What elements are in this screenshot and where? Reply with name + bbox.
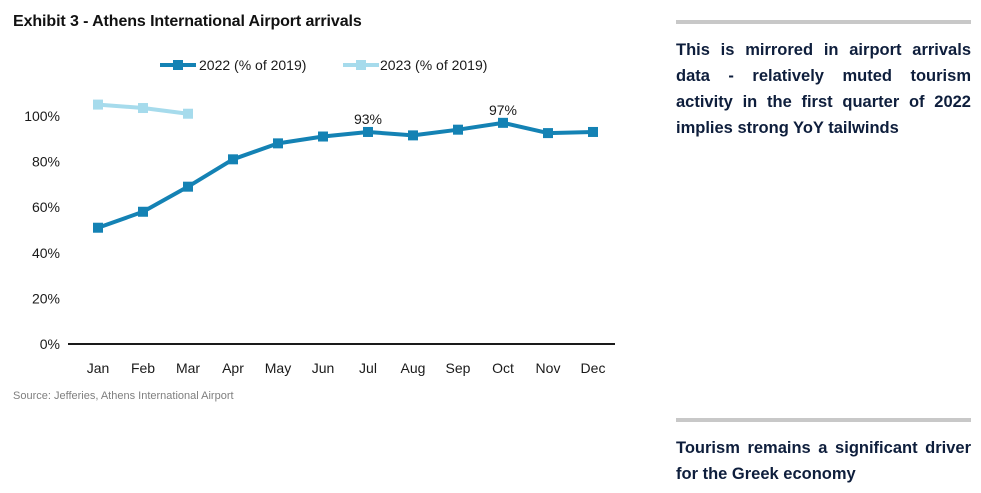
sidebar-heading: Tourism remains a significant driver for… xyxy=(676,439,971,483)
sidebar-commentary: This is mirrored in airport arrivals dat… xyxy=(676,41,971,137)
data-point-2022 xyxy=(453,124,463,135)
data-point-2022 xyxy=(588,126,598,137)
data-point-2023 xyxy=(93,99,103,110)
data-point-2022 xyxy=(543,128,553,139)
source-note: Source: Jefferies, Athens International … xyxy=(13,390,234,402)
x-tick-label: Feb xyxy=(131,360,155,376)
y-tick-label: 20% xyxy=(32,290,60,306)
y-tick-label: 40% xyxy=(32,245,60,261)
legend-marker xyxy=(356,60,366,70)
x-tick-label: Mar xyxy=(176,360,200,376)
y-tick-label: 80% xyxy=(32,154,60,170)
data-point-2023 xyxy=(183,108,193,119)
y-tick-label: 0% xyxy=(40,336,60,352)
data-point-2022 xyxy=(93,222,103,233)
sidebar-bottom-rule xyxy=(676,418,971,422)
legend-label: 2022 (% of 2019) xyxy=(199,57,306,73)
data-point-2022 xyxy=(138,206,148,217)
sidebar-top-rule xyxy=(676,20,971,24)
data-label: 97% xyxy=(489,102,517,118)
data-point-2022 xyxy=(363,126,373,137)
line-chart: 0% 20% 40% 60% 80% 100% Jan Feb Mar Apr May Jun Jul A… xyxy=(24,57,615,376)
x-tick-label: Jan xyxy=(87,360,110,376)
exhibit-title: Exhibit 3 - Athens International Airport… xyxy=(13,13,362,30)
x-tick-label: Nov xyxy=(536,360,561,376)
x-tick-label: Apr xyxy=(222,360,244,376)
x-tick-label: Aug xyxy=(401,360,426,376)
x-tick-label: May xyxy=(265,360,291,376)
data-point-2022 xyxy=(498,117,508,128)
x-tick-label: Jul xyxy=(359,360,377,376)
y-tick-label: 60% xyxy=(32,199,60,215)
x-tick-label: Sep xyxy=(446,360,471,376)
data-point-2022 xyxy=(183,181,193,192)
data-point-2022 xyxy=(408,130,418,141)
data-point-2022 xyxy=(228,154,238,165)
data-point-2023 xyxy=(138,103,148,114)
x-tick-label: Dec xyxy=(581,360,606,376)
y-tick-label: 100% xyxy=(24,108,60,124)
legend-label: 2023 (% of 2019) xyxy=(380,57,487,73)
series-line-2022 xyxy=(97,120,594,230)
data-point-2022 xyxy=(273,138,283,149)
x-tick-label: Jun xyxy=(312,360,335,376)
data-label: 93% xyxy=(354,111,382,127)
x-tick-label: Oct xyxy=(492,360,514,376)
legend-marker xyxy=(173,60,183,70)
data-point-2022 xyxy=(318,131,328,142)
